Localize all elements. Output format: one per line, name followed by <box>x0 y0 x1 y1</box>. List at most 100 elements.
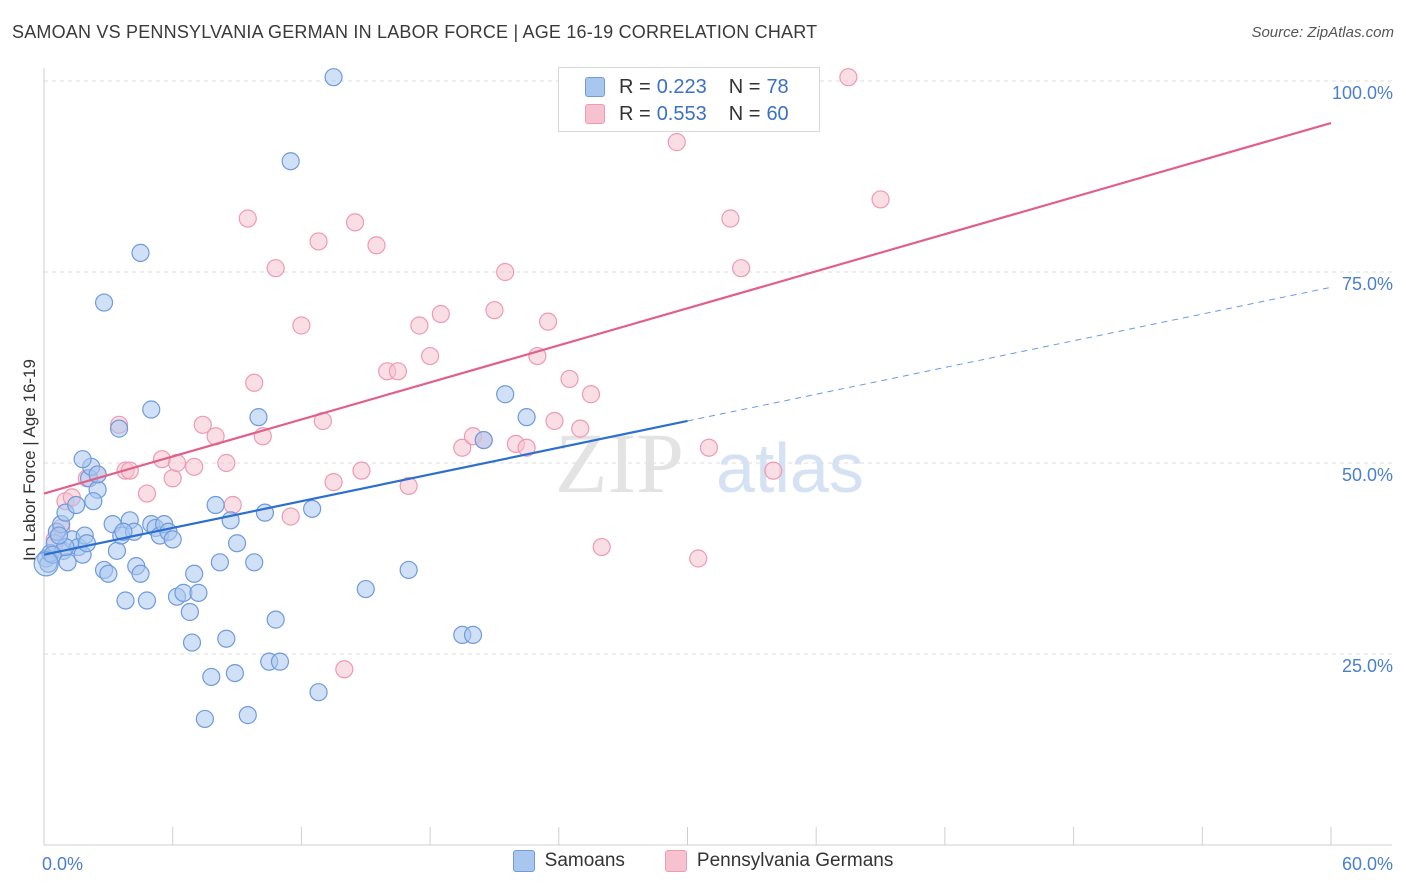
pennsylvania-german-point <box>335 660 354 679</box>
pennsylvania-german-point <box>217 453 236 473</box>
samoan-point <box>49 526 69 545</box>
pennsylvania-german-point <box>245 373 264 392</box>
pennsylvania-german-point <box>238 209 257 228</box>
pennsylvania-german-point <box>538 312 558 331</box>
series-label-pennsylvania-germans: Pennsylvania Germans <box>696 850 894 871</box>
y-tick-label: 50.0% <box>1342 465 1393 485</box>
samoan-point <box>266 610 285 629</box>
tick-labels: 25.0% 50.0% 75.0% 100.0% 0.0% 60.0% <box>42 83 1393 874</box>
samoan-point <box>131 243 150 262</box>
pennsylvania-german-point <box>839 68 858 87</box>
pennsylvania-german-point <box>193 415 212 434</box>
samoan-point <box>356 579 375 599</box>
samoan-point <box>463 625 483 645</box>
legend-n-label: N = <box>728 75 761 98</box>
series-swatch-samoans <box>512 850 535 872</box>
samoan-points <box>33 68 536 729</box>
pennsylvania-german-point <box>732 259 751 278</box>
samoan-trend-line <box>43 419 688 556</box>
samoan-point <box>202 667 221 687</box>
samoan-point <box>324 68 343 87</box>
samoan-point <box>84 492 103 511</box>
legend-row-samoans: R = 0.223 N = 78 <box>585 74 789 100</box>
pennsylvania-german-point <box>431 304 450 324</box>
samoan-point <box>131 564 150 583</box>
samoan-point <box>496 385 515 404</box>
series-legend: Samoans Pennsylvania Germans <box>0 850 1406 872</box>
axes <box>43 68 1392 846</box>
pennsylvania-german-point <box>581 385 601 404</box>
samoan-point <box>270 652 290 671</box>
legend-swatch-samoans <box>585 77 605 97</box>
samoan-point <box>225 663 245 683</box>
samoan-point <box>399 560 418 580</box>
pennsylvania-german-point <box>453 438 472 457</box>
pennsylvania-german-point <box>281 507 300 526</box>
samoan-point <box>114 522 133 541</box>
samoan-point <box>245 553 264 572</box>
samoan-point <box>309 683 328 702</box>
y-axis-label: In Labor Force | Age 16-19 <box>20 359 39 561</box>
pennsylvania-german-trend-line <box>43 121 1332 495</box>
pennsylvania-german-points <box>45 68 890 679</box>
pennsylvania-german-point <box>764 461 783 480</box>
pennsylvania-german-point <box>410 316 429 335</box>
series-swatch-pennsylvania-germans <box>664 850 687 872</box>
pennsylvania-german-point <box>545 411 564 431</box>
samoan-point <box>137 591 157 610</box>
samoan-point <box>227 534 247 553</box>
pennsylvania-german-point <box>292 316 311 335</box>
legend-r-label: R = <box>619 102 651 125</box>
samoan-point <box>195 709 214 729</box>
pennsylvania-german-point <box>266 259 285 278</box>
samoan-point <box>206 495 225 515</box>
watermark-atlas: atlas <box>716 429 864 507</box>
legend-r-value: 0.223 <box>656 75 707 98</box>
pennsylvania-german-point <box>309 232 328 251</box>
samoan-point <box>94 293 114 312</box>
pennsylvania-german-point <box>721 209 740 228</box>
pennsylvania-german-point <box>399 476 418 496</box>
pennsylvania-german-point <box>485 301 504 320</box>
samoan-point <box>182 633 202 652</box>
pennsylvania-german-point <box>137 484 157 503</box>
series-legend-samoans[interactable]: Samoans <box>512 850 625 872</box>
samoan-point <box>163 530 182 549</box>
pennsylvania-german-point <box>388 362 408 381</box>
samoan-point <box>474 430 493 450</box>
series-label-samoans: Samoans <box>544 850 625 871</box>
legend-n-label: N = <box>728 102 761 125</box>
gridlines <box>44 80 1392 655</box>
samoan-point <box>67 495 86 515</box>
samoan-point <box>238 706 257 725</box>
legend-r-label: R = <box>619 75 651 98</box>
samoan-point <box>217 629 236 648</box>
source-label: Source: ZipAtlas.com <box>1251 24 1394 41</box>
samoan-point <box>189 583 208 602</box>
y-tick-label: 75.0% <box>1342 274 1393 294</box>
samoan-point <box>58 553 77 572</box>
pennsylvania-german-point <box>571 419 590 438</box>
series-legend-pennsylvania-germans[interactable]: Pennsylvania Germans <box>664 850 894 872</box>
samoan-point <box>107 541 127 560</box>
pennsylvania-german-point <box>592 537 611 557</box>
legend-r-value: 0.553 <box>656 102 707 125</box>
x-tick-label: 60.0% <box>1342 854 1393 874</box>
samoan-point <box>517 408 536 427</box>
samoan-point <box>33 551 59 577</box>
pennsylvania-german-point <box>517 438 536 457</box>
y-tick-label: 25.0% <box>1342 656 1393 676</box>
samoan-point <box>99 564 118 583</box>
y-tick-label: 100.0% <box>1332 83 1393 103</box>
pennsylvania-german-point <box>185 457 204 476</box>
samoan-point <box>116 591 135 610</box>
legend-n-value: 60 <box>766 102 789 125</box>
trend-lines <box>43 121 1332 556</box>
samoan-point <box>77 534 97 553</box>
samoan-point <box>180 602 199 622</box>
pennsylvania-german-point <box>352 461 371 480</box>
samoan-point <box>109 419 129 438</box>
pennsylvania-german-point <box>699 438 719 457</box>
legend-n-value: 78 <box>766 75 789 98</box>
samoan-point <box>142 400 161 419</box>
